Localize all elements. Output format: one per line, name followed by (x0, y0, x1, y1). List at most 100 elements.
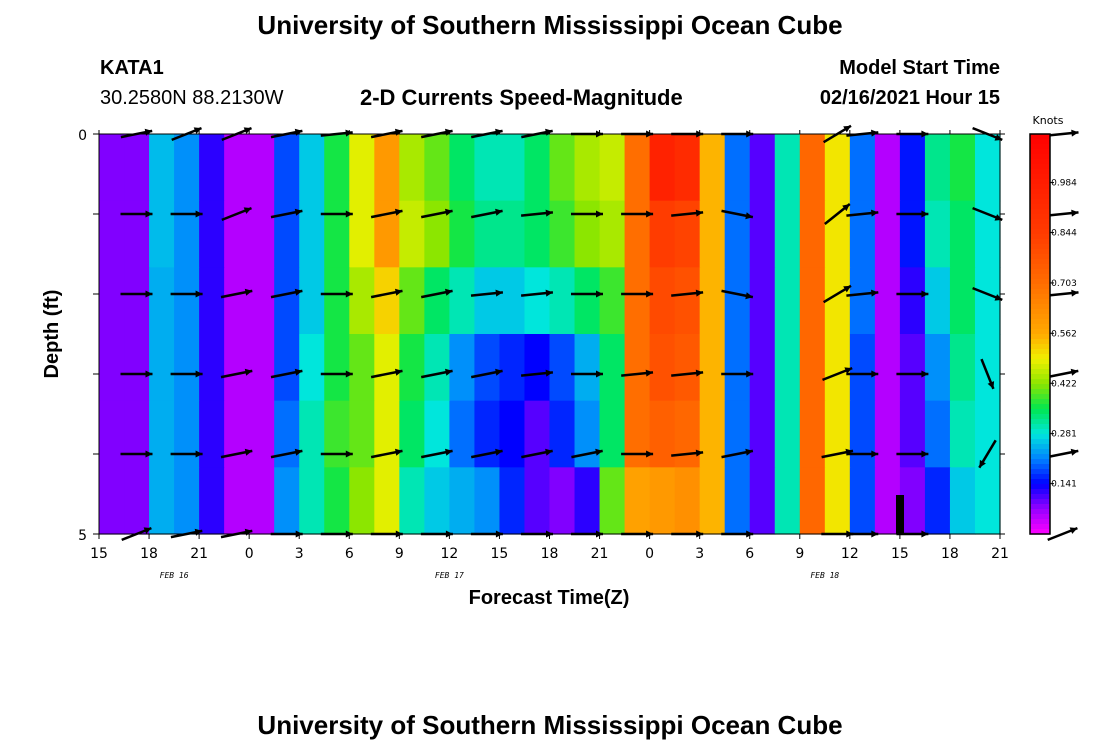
arrow-head (145, 210, 153, 218)
colorbar-segment (1030, 159, 1050, 165)
speed-cell (549, 467, 576, 535)
colorbar-segment (1030, 334, 1050, 340)
speed-cell (349, 200, 375, 268)
speed-cell (324, 134, 350, 202)
speed-cell (824, 200, 851, 268)
colorbar-tick-label: 0.141 (1051, 480, 1077, 490)
colorbar-unit: Knots (1033, 114, 1064, 127)
speed-cell (99, 400, 125, 468)
speed-cell (549, 334, 576, 402)
speed-cell (549, 400, 576, 468)
arrow-head (979, 459, 986, 468)
speed-cell (174, 134, 200, 202)
colorbar-segment (1030, 504, 1050, 510)
speed-cell (474, 267, 501, 335)
x-tick-label: 21 (991, 546, 1009, 562)
colorbar-segment (1030, 389, 1050, 395)
current-arrow (120, 210, 153, 218)
colorbar-segment (1030, 379, 1050, 385)
speed-cell (874, 200, 901, 268)
speed-cell (449, 200, 476, 268)
speed-cell (324, 334, 350, 402)
model-start-time: 02/16/2021 Hour 15 (819, 87, 1000, 109)
speed-cell (149, 467, 175, 535)
speed-cell (974, 334, 1001, 402)
speed-cell (749, 200, 776, 268)
current-arrow (846, 289, 879, 297)
x-tick-label: 0 (645, 546, 654, 562)
arrow-head (1070, 448, 1079, 456)
colorbar-segment (1030, 449, 1050, 455)
arrow-head (495, 208, 503, 216)
arrow-head (445, 288, 453, 296)
colorbar-segment (1030, 474, 1050, 480)
speed-cell (149, 134, 175, 202)
colorbar-segment (1030, 469, 1050, 475)
speed-cell (974, 467, 1001, 535)
colorbar-segment (1030, 344, 1050, 350)
speed-cell (724, 467, 751, 535)
current-arrow (571, 370, 603, 378)
current-arrow (370, 448, 403, 459)
speed-cell (149, 200, 175, 268)
x-tick-label: 18 (541, 546, 559, 562)
current-arrow (370, 208, 403, 219)
speed-cell (224, 400, 250, 468)
speed-cell (424, 400, 450, 468)
speed-cell (524, 467, 551, 535)
speed-cell (549, 200, 576, 268)
speed-cell (174, 267, 200, 335)
arrow-head (495, 448, 503, 456)
speed-cell (874, 334, 901, 402)
speed-cell (349, 267, 375, 335)
arrow-head (871, 370, 879, 378)
speed-cell (149, 267, 175, 335)
current-arrow (470, 368, 503, 379)
arrow-head (145, 370, 153, 378)
depth-bar (896, 495, 904, 534)
current-arrow (120, 370, 153, 378)
speed-cell (99, 134, 125, 202)
speed-cell (649, 134, 676, 202)
arrow-head (195, 210, 203, 218)
x-tick-label: 3 (695, 546, 704, 562)
speed-cell (924, 134, 951, 202)
speed-cell (699, 334, 726, 402)
speed-cell (374, 134, 400, 202)
current-arrow (320, 290, 353, 298)
colorbar-segment (1030, 189, 1050, 195)
current-arrow (846, 209, 879, 217)
colorbar-segment (1030, 519, 1050, 525)
arrow-head (1071, 209, 1079, 217)
x-tick-label: 21 (591, 546, 609, 562)
colorbar-segment (1030, 494, 1050, 500)
speed-cell (624, 134, 651, 202)
speed-cell (924, 334, 951, 402)
colorbar-segment (1030, 459, 1050, 465)
colorbar-segment (1030, 239, 1050, 245)
speed-cell (399, 134, 425, 202)
station-id: KATA1 (100, 57, 164, 79)
arrow-head (746, 370, 754, 378)
current-arrow (170, 290, 203, 298)
x-tick-label: 9 (795, 546, 804, 562)
colorbar-segment (1030, 419, 1050, 425)
colorbar-segment (1030, 404, 1050, 410)
current-arrow (978, 439, 997, 469)
arrow-head (596, 210, 603, 218)
arrow-head (844, 367, 853, 374)
arrow-head (193, 127, 202, 134)
current-arrow (270, 368, 303, 379)
speed-cell (549, 134, 576, 202)
current-arrow (896, 290, 929, 298)
speed-cell (699, 200, 726, 268)
speed-cell (924, 400, 951, 468)
speed-cell (499, 400, 526, 468)
colorbar-segment (1030, 369, 1050, 375)
speed-cell (99, 334, 125, 402)
speed-cell (199, 467, 225, 535)
speed-cell (849, 134, 876, 202)
current-arrow (1046, 368, 1079, 379)
current-arrow (420, 288, 453, 299)
speed-cell (474, 467, 501, 535)
